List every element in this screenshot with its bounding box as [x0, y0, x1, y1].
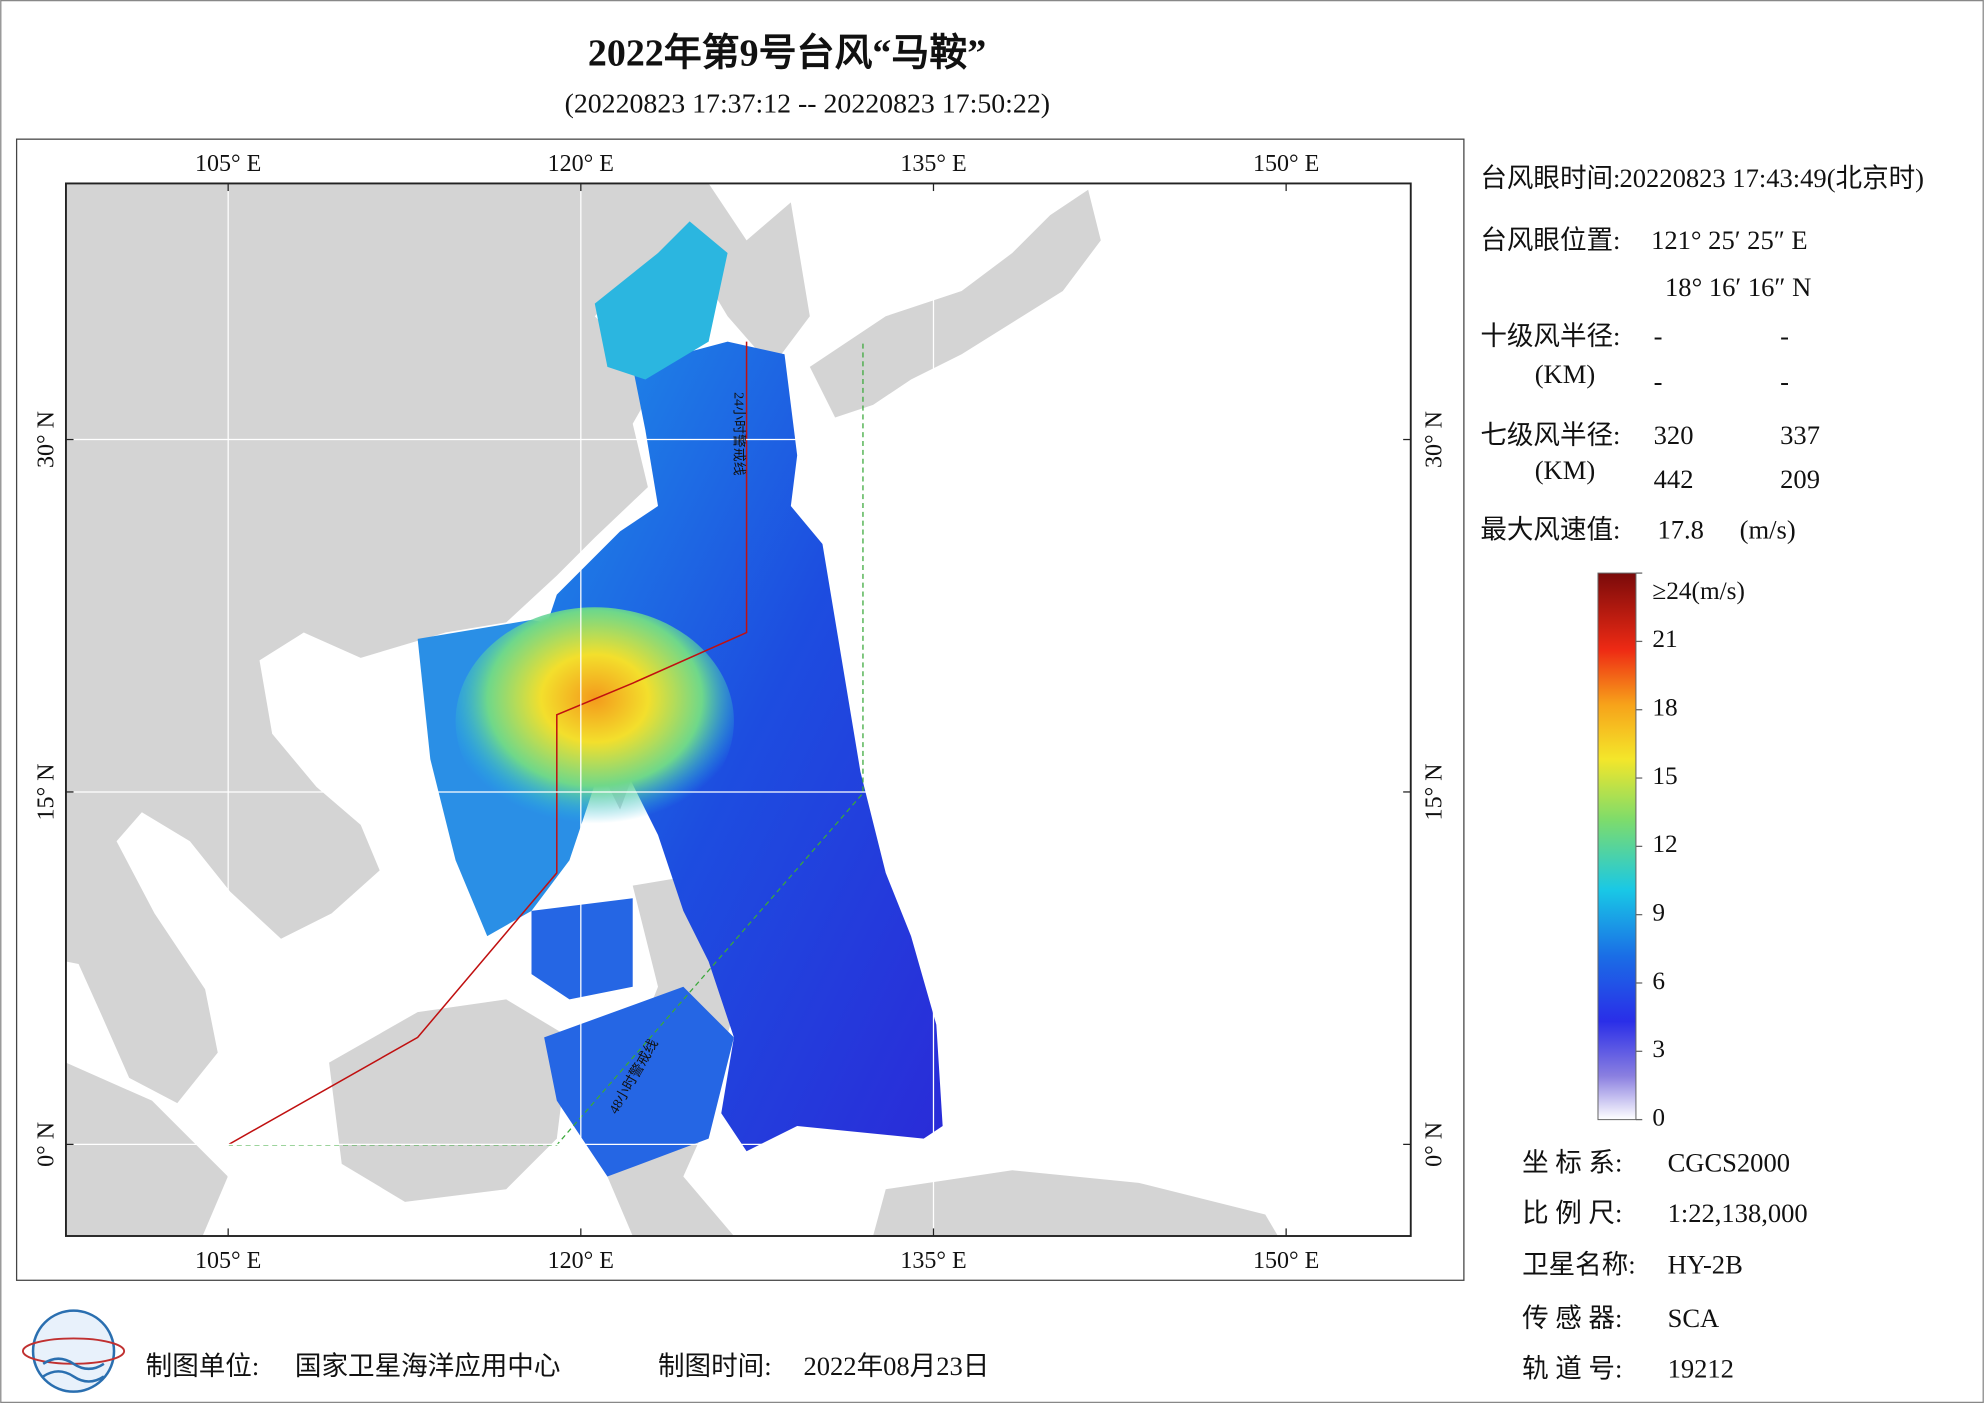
land-japan	[809, 189, 1101, 418]
map-frame	[64, 182, 1412, 1237]
x-tick-label: 120° E	[548, 151, 614, 177]
logo-circle	[31, 1309, 116, 1393]
eye-time-label: 台风眼时间:	[1480, 163, 1620, 193]
line-24h	[227, 341, 748, 1146]
axes: 105° E 105° E 120° E 120° E 135° E 135° E 150°…	[34, 151, 1448, 1274]
x-tick-label: 150° E	[1253, 151, 1319, 177]
metadata-value: HY-2B	[1668, 1250, 1743, 1280]
colorbar-ticks: 0 3 6 9 12 15 18 21 ≥24(m/s)	[1635, 572, 1745, 1131]
footer-time: 2022年08月23日	[803, 1351, 989, 1381]
metadata-label: 坐 标 系:	[1522, 1147, 1622, 1177]
metadata-label: 比 例 尺:	[1522, 1198, 1622, 1228]
land-asia	[65, 183, 810, 1104]
wind-swath	[417, 221, 943, 1177]
y-tick-label: 0° N	[1422, 1122, 1448, 1167]
max-wind-label: 最大风速值:	[1480, 515, 1620, 545]
x-tick-label: 105° E	[195, 151, 261, 177]
colorbar-label: 3	[1652, 1035, 1665, 1063]
x-tick-label: 105° E	[195, 1248, 261, 1274]
x-tick-label: 120° E	[548, 1248, 614, 1274]
r7-value: 337	[1780, 420, 1820, 450]
eye-lon: 121° 25′ 25″ E	[1651, 225, 1808, 255]
r7-unit: (KM)	[1535, 455, 1595, 485]
r10-value: -	[1780, 321, 1789, 351]
eye-position-label: 台风眼位置:	[1480, 225, 1620, 255]
colorbar-label: 15	[1652, 762, 1677, 790]
r10-unit: (KM)	[1535, 359, 1595, 389]
r7-value: 320	[1654, 420, 1694, 450]
info-panel: 台风眼时间: 20220823 17:43:49(北京时) 台风眼位置: 121…	[1480, 163, 1924, 545]
footer-unit-label: 制图单位:	[146, 1351, 260, 1381]
swath-core	[455, 607, 734, 835]
r10-label: 十级风半径:	[1480, 321, 1620, 351]
metadata-label: 卫星名称:	[1522, 1250, 1636, 1280]
y-tick-label: 30° N	[1422, 411, 1448, 468]
subtitle: (20220823 17:37:12 -- 20220823 17:50:22)	[565, 89, 1050, 120]
colorbar-label: 9	[1652, 898, 1665, 926]
metadata-value: CGCS2000	[1668, 1147, 1790, 1177]
r7-label: 七级风半径:	[1480, 420, 1620, 450]
swath-south	[531, 898, 734, 1177]
eye-lat: 18° 16′ 16″ N	[1665, 272, 1811, 302]
swath-north	[594, 221, 728, 380]
x-tick-label: 150° E	[1253, 1248, 1319, 1274]
y-tick-label: 30° N	[34, 411, 60, 468]
colorbar-label: 21	[1652, 625, 1677, 653]
land-sumatra	[65, 1062, 228, 1237]
land-new-guinea	[873, 1170, 1278, 1237]
r7-value: 209	[1780, 464, 1820, 494]
title: 2022年第9号台风“马鞍”	[588, 33, 986, 75]
r10-value: -	[1654, 367, 1663, 397]
colorbar-label: ≥24(m/s)	[1652, 577, 1745, 605]
max-wind-value: 17.8	[1657, 515, 1703, 545]
y-tick-label: 15° N	[1422, 763, 1448, 820]
logo	[21, 1309, 126, 1393]
colorbar-label: 12	[1652, 830, 1677, 858]
logo-waves	[42, 1357, 105, 1383]
metadata-label: 传 感 器:	[1522, 1303, 1622, 1333]
footer-time-label: 制图时间:	[658, 1351, 772, 1381]
metadata-value: 1:22,138,000	[1668, 1198, 1808, 1228]
max-wind-unit: (m/s)	[1740, 515, 1796, 545]
x-tick-label: 135° E	[900, 151, 966, 177]
r10-value: -	[1654, 321, 1663, 351]
x-tick-label: 135° E	[900, 1248, 966, 1274]
colorbar-label: 6	[1652, 967, 1665, 995]
colorbar-label: 0	[1652, 1103, 1665, 1131]
annotation-24h: 24小时警戒线	[731, 392, 747, 476]
footer-unit: 国家卫星海洋应用中心	[295, 1351, 560, 1381]
eye-time: 20220823 17:43:49(北京时)	[1619, 163, 1924, 193]
r7-value: 442	[1654, 464, 1694, 494]
graticule	[65, 183, 1411, 1237]
colorbar	[1597, 572, 1637, 1121]
metadata-value: 19212	[1668, 1353, 1734, 1383]
map-area	[65, 183, 1411, 1237]
colorbar-label: 18	[1652, 694, 1677, 722]
metadata-value: SCA	[1668, 1303, 1720, 1333]
r10-value: -	[1780, 367, 1789, 397]
y-tick-label: 0° N	[34, 1122, 60, 1167]
y-tick-label: 15° N	[34, 763, 60, 820]
metadata: 坐 标 系: CGCS2000 比 例 尺: 1:22,138,000 卫星名称: HY-…	[1522, 1147, 1808, 1383]
land-borneo	[329, 999, 570, 1202]
metadata-label: 轨 道 号:	[1522, 1353, 1622, 1383]
map-outer-frame	[15, 138, 1465, 1281]
swath-east	[544, 341, 943, 1152]
